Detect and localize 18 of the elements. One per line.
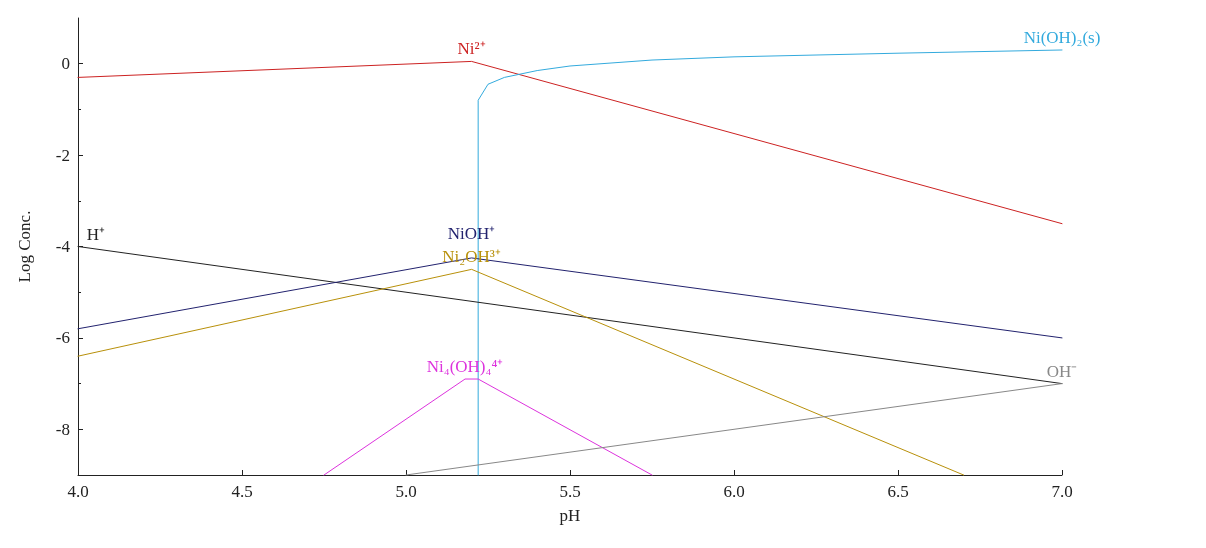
series-label: OH⁻ (1046, 361, 1078, 381)
x-tick-label: 6.0 (723, 482, 745, 501)
x-tick-label: 5.0 (395, 482, 417, 501)
y-tick-label: 0 (61, 54, 70, 74)
x-tick-label: 6.5 (887, 482, 909, 501)
series-label: H⁺ (86, 224, 106, 244)
x-tick-label: 4.0 (67, 482, 89, 501)
y-tick-label: -4 (55, 237, 71, 256)
y-tick-label: -8 (55, 419, 70, 439)
x-tick-label: 4.5 (231, 482, 253, 501)
x-tick-label: 5.5 (559, 482, 581, 501)
series-label: Ni(OH)₂(s) (1023, 27, 1101, 47)
series-label: Ni²⁺ (457, 39, 486, 59)
x-axis-title: pH (559, 506, 581, 525)
x-tick-label: 7.0 (1051, 482, 1073, 501)
y-tick-label: -6 (55, 328, 70, 348)
y-tick-label: -2 (55, 145, 70, 165)
y-axis-title: Log Conc. (15, 210, 34, 283)
